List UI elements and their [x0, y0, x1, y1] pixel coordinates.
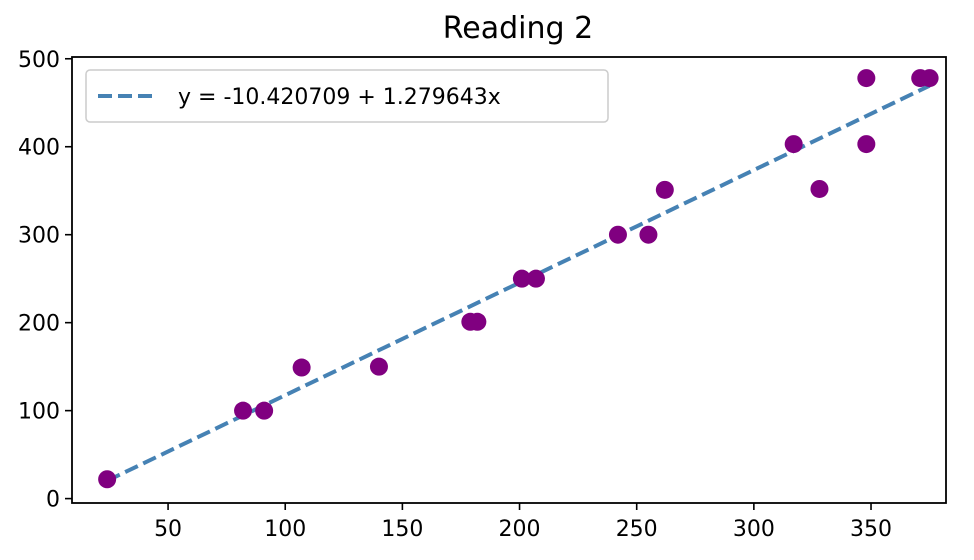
x-tick-label: 300 — [733, 517, 775, 542]
data-point — [857, 135, 876, 154]
data-point — [468, 312, 487, 331]
legend-label: y = -10.420709 + 1.279643x — [178, 85, 501, 110]
plot-area — [98, 69, 939, 489]
y-tick-label: 500 — [18, 48, 60, 73]
data-point — [655, 180, 674, 199]
data-point — [512, 269, 531, 288]
y-tick-label: 300 — [18, 224, 60, 249]
x-tick-label: 50 — [154, 517, 182, 542]
data-point — [255, 401, 274, 420]
data-point — [292, 358, 311, 377]
y-tick-label: 400 — [18, 136, 60, 161]
y-tick-label: 0 — [46, 488, 60, 513]
data-point — [526, 269, 545, 288]
data-point — [810, 179, 829, 198]
data-point — [608, 225, 627, 244]
axes-frame — [71, 56, 947, 504]
data-point — [857, 69, 876, 88]
data-point — [98, 470, 117, 489]
y-tick-label: 200 — [18, 312, 60, 337]
x-tick-label: 100 — [264, 517, 306, 542]
x-tick-label: 350 — [850, 517, 892, 542]
legend-box — [85, 69, 609, 123]
x-tick-label: 250 — [616, 517, 658, 542]
y-axis: 0 100 200 300 400 500 — [18, 48, 72, 513]
data-point — [369, 357, 388, 376]
chart-title: Reading 2 — [443, 11, 593, 46]
data-point — [784, 135, 803, 154]
data-point — [639, 225, 658, 244]
x-tick-label: 150 — [381, 517, 423, 542]
y-tick-label: 100 — [18, 400, 60, 425]
x-axis: 50 100 150 200 250 300 350 — [154, 503, 892, 542]
data-point — [920, 69, 939, 88]
legend: y = -10.420709 + 1.279643x — [85, 69, 609, 123]
data-point — [234, 401, 253, 420]
x-tick-label: 200 — [499, 517, 541, 542]
